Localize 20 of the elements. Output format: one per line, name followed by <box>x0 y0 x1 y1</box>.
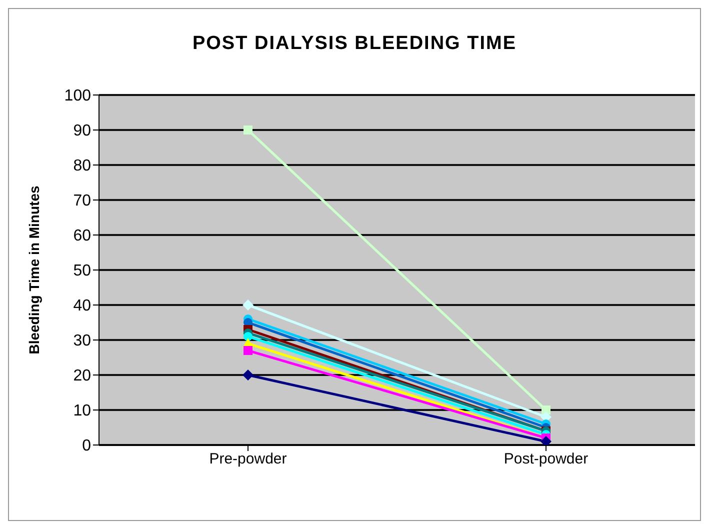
y-tick-label: 50 <box>73 262 92 280</box>
y-tick-label: 70 <box>73 192 92 210</box>
point <box>242 300 254 310</box>
y-tick-label: 20 <box>73 368 92 385</box>
point <box>244 346 252 355</box>
y-tick-label: 30 <box>73 332 92 350</box>
y-tick-label: 90 <box>73 122 92 140</box>
point <box>540 436 552 445</box>
x-tick-label: Post-powder <box>504 450 588 468</box>
y-tick-label: 40 <box>73 298 92 315</box>
y-tick-label: 60 <box>73 228 92 245</box>
y-tick-label: 100 <box>64 88 92 105</box>
point <box>242 370 254 380</box>
x-tick-label: Pre-powder <box>209 450 287 468</box>
y-tick-label: 10 <box>73 402 92 420</box>
point <box>244 126 252 134</box>
chart-title: POST DIALYSIS BLEEDING TIME <box>191 32 518 55</box>
y-tick-label: 0 <box>82 438 92 455</box>
y-axis-title: Bleeding Time in Minutes <box>26 186 42 354</box>
y-tick-label: 80 <box>73 158 92 175</box>
